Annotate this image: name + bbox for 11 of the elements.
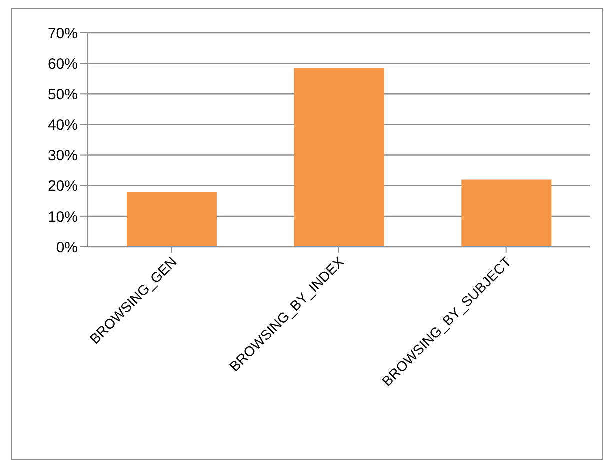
y-tick-label: 0% [56, 239, 78, 256]
y-tick-label: 10% [48, 208, 78, 226]
y-tick-label: 30% [48, 148, 78, 165]
bar [462, 180, 552, 247]
y-tick-label: 60% [48, 56, 78, 73]
bar [294, 68, 384, 247]
y-tick-label: 40% [48, 117, 78, 134]
bar [127, 192, 217, 247]
y-tick-label: 20% [48, 178, 78, 196]
y-tick-label: 50% [48, 86, 78, 104]
y-tick-label: 70% [48, 25, 78, 42]
